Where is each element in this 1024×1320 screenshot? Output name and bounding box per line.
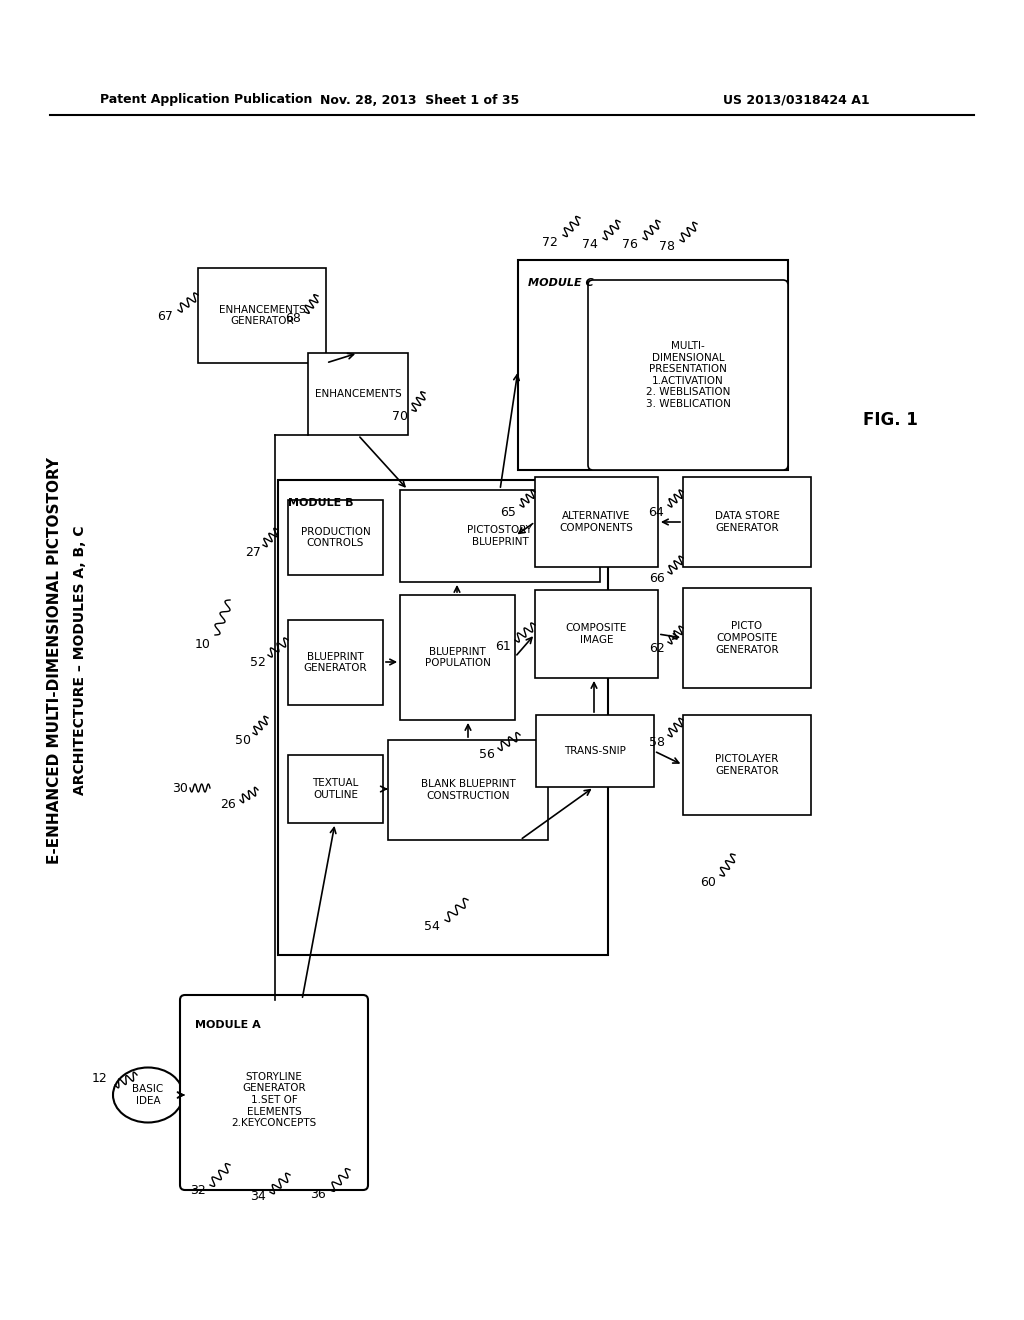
Text: STORYLINE
GENERATOR
1.SET OF
ELEMENTS
2.KEYCONCEPTS: STORYLINE GENERATOR 1.SET OF ELEMENTS 2.… [231,1072,316,1129]
Bar [536,715,654,787]
Text: Nov. 28, 2013  Sheet 1 of 35: Nov. 28, 2013 Sheet 1 of 35 [321,94,519,107]
Text: 34: 34 [250,1191,266,1204]
Text: 70: 70 [392,409,408,422]
Text: 64: 64 [648,506,664,519]
Text: FIG. 1: FIG. 1 [862,411,918,429]
Text: 78: 78 [659,239,675,252]
Bar [278,480,608,954]
Text: TRANS-SNIP: TRANS-SNIP [564,746,626,756]
Bar [518,260,788,470]
Text: 50: 50 [234,734,251,747]
Text: 62: 62 [649,642,665,655]
Text: 76: 76 [622,238,638,251]
Bar [683,715,811,814]
Text: MODULE C: MODULE C [528,279,594,288]
Text: BLUEPRINT
POPULATION: BLUEPRINT POPULATION [425,647,490,668]
Text: 68: 68 [285,312,301,325]
Bar [683,477,811,568]
Text: MULTI-
DIMENSIONAL
PRESENTATION
1.ACTIVATION
2. WEBLISATION
3. WEBLICATION: MULTI- DIMENSIONAL PRESENTATION 1.ACTIVA… [645,341,730,409]
Text: BASIC
IDEA: BASIC IDEA [132,1084,164,1106]
Bar [288,500,383,576]
Bar [288,620,383,705]
Text: ARCHITECTURE – MODULES A, B, C: ARCHITECTURE – MODULES A, B, C [73,525,87,795]
Bar [388,741,548,840]
Text: 54: 54 [424,920,440,933]
Text: DATA STORE
GENERATOR: DATA STORE GENERATOR [715,511,779,533]
Text: 58: 58 [649,735,665,748]
Text: 66: 66 [649,572,665,585]
Text: PICTO
COMPOSITE
GENERATOR: PICTO COMPOSITE GENERATOR [715,622,779,655]
Text: BLANK BLUEPRINT
CONSTRUCTION: BLANK BLUEPRINT CONSTRUCTION [421,779,515,801]
Bar [400,595,515,719]
Text: 74: 74 [582,238,598,251]
Bar [535,590,658,678]
Text: MODULE B: MODULE B [288,498,353,508]
Bar [288,755,383,822]
Ellipse shape [113,1068,183,1122]
Text: 32: 32 [190,1184,206,1196]
Bar [535,477,658,568]
Text: ALTERNATIVE
COMPONENTS: ALTERNATIVE COMPONENTS [559,511,634,533]
Bar [400,490,600,582]
Text: PRODUCTION
CONTROLS: PRODUCTION CONTROLS [301,527,371,548]
Text: PICTOLAYER
GENERATOR: PICTOLAYER GENERATOR [715,754,779,776]
Text: COMPOSITE
IMAGE: COMPOSITE IMAGE [566,623,627,644]
FancyBboxPatch shape [588,280,788,470]
Text: 56: 56 [479,747,495,760]
Bar [683,587,811,688]
Text: 10: 10 [195,638,211,651]
Text: 30: 30 [172,781,188,795]
Text: 36: 36 [310,1188,326,1201]
Text: 67: 67 [157,310,173,323]
Text: 61: 61 [496,640,511,653]
Text: 60: 60 [700,875,716,888]
Text: 12: 12 [92,1072,108,1085]
Text: TEXTUAL
OUTLINE: TEXTUAL OUTLINE [312,779,358,800]
Text: 65: 65 [500,506,516,519]
Bar [308,352,408,436]
Text: BLUEPRINT
GENERATOR: BLUEPRINT GENERATOR [304,652,368,673]
Text: ENHANCEMENTS
GENERATOR: ENHANCEMENTS GENERATOR [219,305,305,326]
Text: MODULE A: MODULE A [195,1020,261,1030]
Bar [198,268,326,363]
Text: PICTOSTORY
BLUEPRINT: PICTOSTORY BLUEPRINT [468,525,532,546]
Text: 26: 26 [220,799,236,812]
Text: 52: 52 [250,656,266,669]
Text: 72: 72 [542,235,558,248]
Text: ENHANCEMENTS: ENHANCEMENTS [314,389,401,399]
Text: 27: 27 [245,546,261,560]
Text: Patent Application Publication: Patent Application Publication [100,94,312,107]
FancyBboxPatch shape [180,995,368,1191]
Text: US 2013/0318424 A1: US 2013/0318424 A1 [723,94,870,107]
Text: E-ENHANCED MULTI-DIMENSIONAL PICTOSTORY: E-ENHANCED MULTI-DIMENSIONAL PICTOSTORY [47,457,62,863]
